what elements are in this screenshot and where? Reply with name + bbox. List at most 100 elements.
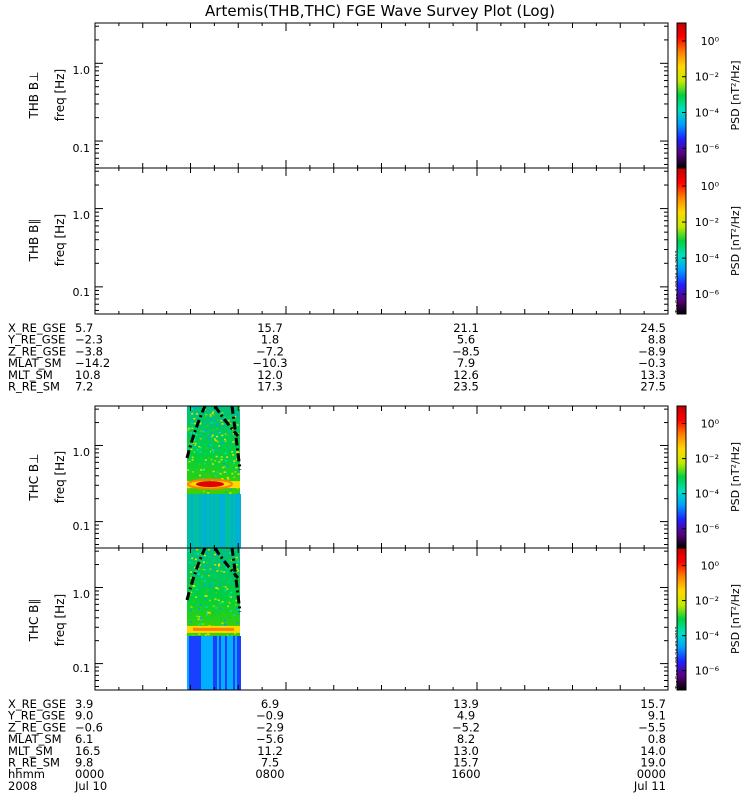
spectrogram-cell: [215, 424, 218, 427]
spectrogram-cell: [187, 429, 190, 431]
spectrogram-cell: [234, 409, 237, 411]
spectrogram-cell: [188, 561, 191, 564]
spectrogram-cell: [214, 598, 217, 601]
spectrogram-cell: [236, 451, 238, 453]
spectrogram-column: [221, 494, 223, 548]
ephemeris-label: X_RE_GSE: [8, 697, 66, 711]
spectrogram-cell: [229, 424, 232, 426]
ytick-label: 0.1: [73, 662, 91, 675]
spectrogram-cell: [221, 434, 224, 437]
ephemeris-value: −7.2: [256, 344, 284, 358]
spectrogram-cell: [190, 576, 193, 579]
spectrogram-cell: [235, 605, 238, 607]
spectrogram-cell: [223, 571, 226, 573]
spectrogram-column: [213, 494, 215, 548]
spectrogram-cell: [213, 438, 216, 440]
ephemeris-value: −10.3: [252, 356, 287, 370]
spectrogram-cell: [198, 564, 201, 566]
panel-thc-bpar: THC B∥ freq [Hz] 1.0 0.1 Tue Sep 4 08:24…: [27, 547, 681, 691]
spectrogram-cell: [195, 558, 197, 561]
spectrogram-cell: [225, 415, 228, 418]
spectrogram-cell: [193, 439, 196, 441]
ephemeris-value: Jul 11: [633, 779, 666, 793]
ephemeris-value: 21.1: [453, 321, 479, 335]
colorbar-tick-label: 10⁰: [701, 180, 720, 193]
spectrogram-cell: [222, 613, 225, 615]
spectrogram-cell: [207, 574, 210, 577]
spectrogram-column: [235, 494, 237, 548]
spectrogram-cell: [237, 570, 240, 572]
spectrogram-cell: [196, 615, 198, 618]
spectrogram-cell: [191, 557, 194, 560]
spectrogram-cell: [218, 613, 221, 616]
colorbar-thb-bpar: 10⁰ 10⁻² 10⁻⁴ 10⁻⁶ PSD [nT²/Hz]: [676, 167, 742, 315]
spectrogram-column: [215, 494, 217, 548]
ephemeris-value: −8.5: [452, 344, 480, 358]
spectrogram-cell: [203, 569, 206, 571]
spectrogram-cell: [216, 570, 219, 572]
spectrogram-cell: [205, 595, 208, 597]
ephemeris-label: 2008: [8, 779, 37, 793]
spectrogram-cell: [193, 407, 196, 409]
spectrogram-cell: [188, 460, 191, 463]
ephemeris-value: 24.5: [640, 321, 666, 335]
colorbar-tick-label: 10⁻⁴: [695, 107, 720, 120]
ephemeris-value: 3.9: [75, 697, 93, 711]
spectrogram-cell: [190, 609, 193, 612]
wave-band-peak: [193, 627, 234, 631]
spectrogram-cell: [229, 552, 231, 554]
ephemeris-value: 9.1: [648, 709, 666, 723]
ephemeris-value: 6.9: [261, 697, 279, 711]
spectrogram-cell: [219, 598, 222, 601]
spectrogram-cell: [196, 549, 199, 552]
spectrogram-cell: [210, 422, 213, 424]
panel-frame: [94, 22, 669, 169]
spectrogram-cell: [210, 431, 213, 434]
spectrogram-cell: [191, 471, 194, 473]
colorbar-thc-bperp: 10⁰ 10⁻² 10⁻⁴ 10⁻⁶ PSD [nT²/Hz]: [676, 405, 742, 549]
spectrogram-cell: [215, 455, 218, 458]
spectrogram-column: [225, 636, 227, 690]
spectrogram-column: [233, 636, 235, 690]
spectrogram-cell: [209, 610, 212, 612]
spectrogram-cell: [209, 585, 211, 588]
spectrogram-cell: [198, 616, 201, 618]
spectrogram-cell: [214, 475, 217, 477]
spectrogram-column: [197, 636, 199, 690]
spectrogram-cell: [187, 442, 190, 445]
spectrogram-cell: [212, 463, 214, 465]
ephemeris-value: 15.7: [453, 756, 479, 770]
spectrogram-cell: [197, 618, 200, 621]
spectrogram-cell: [191, 451, 194, 454]
colorbar-thb-bperp: 10⁰ 10⁻² 10⁻⁴ 10⁻⁶ PSD [nT²/Hz]: [676, 22, 742, 169]
spectrogram-cell: [220, 413, 223, 416]
spectrogram-column: [219, 636, 221, 690]
ephemeris-label: Y_RE_GSE: [7, 709, 65, 723]
ephemeris-label: Y_RE_GSE: [7, 333, 65, 347]
spectrogram-cell: [230, 591, 232, 594]
spectrogram-cell: [199, 431, 201, 433]
spectrogram-cell: [222, 585, 225, 588]
ephemeris-value: −0.3: [638, 356, 666, 370]
spectrogram-cell: [201, 568, 203, 571]
spectrogram-cell: [198, 587, 201, 589]
spectrogram-cell: [224, 459, 227, 462]
spectrogram-cell: [227, 605, 229, 608]
spectrogram-cell: [232, 433, 235, 435]
spectrogram-cell: [216, 419, 219, 421]
spectrogram-cell: [204, 416, 207, 419]
spectrogram-cell: [209, 568, 212, 570]
spectrogram-cell: [217, 599, 220, 601]
spectrogram-cell: [195, 562, 198, 564]
spectrogram-cell: [188, 550, 190, 552]
spectrogram-cell: [213, 448, 215, 450]
colorbar-thc-bpar: 10⁰ 10⁻² 10⁻⁴ 10⁻⁶ PSD [nT²/Hz]: [676, 547, 742, 691]
spectrogram-cell: [221, 624, 224, 627]
spectrogram-cell: [207, 548, 210, 551]
spectrogram-cell: [230, 559, 233, 562]
spectrogram-cell: [204, 580, 207, 582]
ephemeris-value: 0.8: [648, 732, 666, 746]
spectrogram-cell: [204, 584, 207, 586]
spectrogram-cell: [236, 564, 238, 566]
panel-frame: [94, 167, 669, 315]
